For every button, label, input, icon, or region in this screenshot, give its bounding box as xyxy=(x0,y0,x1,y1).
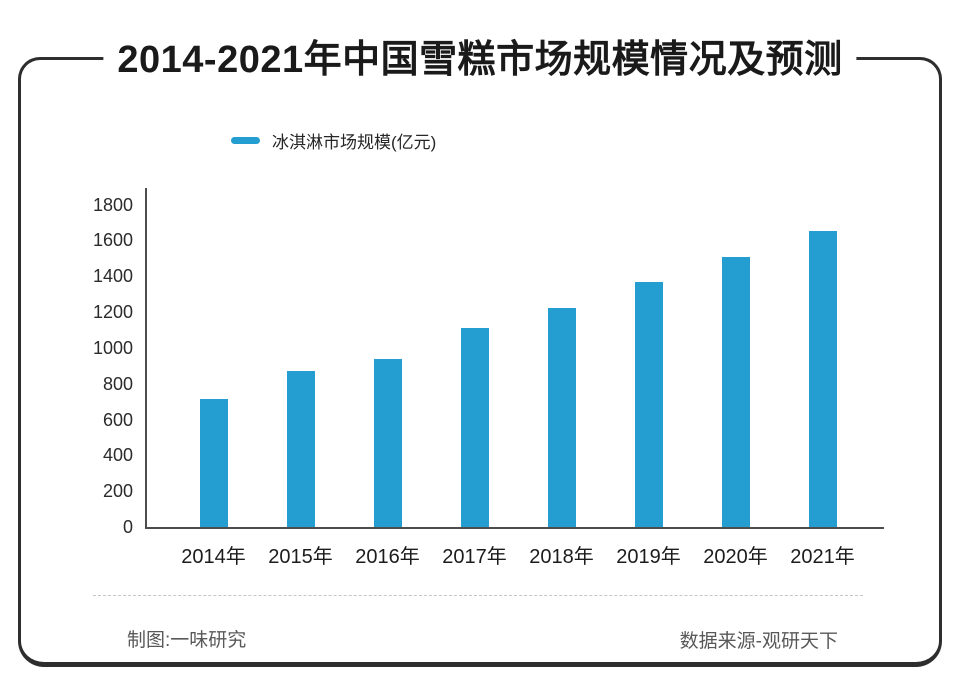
x-tick-label: 2021年 xyxy=(790,546,855,568)
credit-text: 制图:一味研究 xyxy=(127,630,247,651)
x-axis-labels: 2014年 2015年 2016年 2017年 2018年 2019年 2020年 2021年 xyxy=(147,540,884,568)
source-text: 数据来源-观研天下 xyxy=(679,631,838,652)
x-tick-label: 2016年 xyxy=(355,546,420,568)
page-title: 2014-2021年中国雪糕市场规模情况及预测 xyxy=(103,37,857,83)
bar-2021年 xyxy=(808,231,837,527)
x-tick-label: 2019年 xyxy=(616,546,681,568)
y-axis-labels: 0 200 400 600 800 1000 1200 1400 1600 1800 xyxy=(0,0,133,695)
y-tick-label: 1600 xyxy=(92,230,133,251)
bar-2016年 xyxy=(373,358,402,527)
x-tick-label: 2020年 xyxy=(703,546,768,568)
y-tick-label: 0 xyxy=(122,517,133,537)
bar-2014年 xyxy=(199,398,228,527)
legend-marker-icon xyxy=(231,136,260,144)
bar-2019年 xyxy=(634,281,663,527)
x-tick-label: 2014年 xyxy=(181,546,246,568)
legend-label: 冰淇淋市场规模(亿元) xyxy=(272,132,437,152)
x-tick-label: 2017年 xyxy=(442,546,507,568)
y-tick-label: 400 xyxy=(102,445,133,466)
y-tick-label: 200 xyxy=(102,481,133,502)
bar-2017年 xyxy=(460,328,489,527)
x-tick-label: 2015年 xyxy=(268,546,333,568)
x-tick-label: 2018年 xyxy=(529,546,594,568)
bar-chart-plot xyxy=(145,188,884,529)
y-tick-label: 1400 xyxy=(92,266,133,287)
bar-2015年 xyxy=(286,371,315,527)
legend: 冰淇淋市场规模(亿元) xyxy=(231,128,436,152)
y-tick-label: 1000 xyxy=(92,337,133,358)
bar-2020年 xyxy=(721,256,750,527)
y-tick-label: 800 xyxy=(102,373,133,394)
bar-2018年 xyxy=(547,308,576,527)
footer-divider xyxy=(93,595,863,596)
y-tick-label: 1200 xyxy=(92,302,133,322)
y-tick-label: 600 xyxy=(102,409,133,430)
y-tick-label: 1800 xyxy=(92,194,133,215)
